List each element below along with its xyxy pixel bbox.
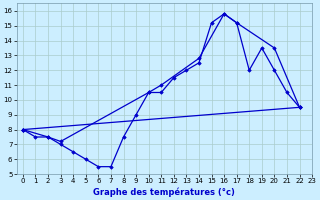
X-axis label: Graphe des températures (°c): Graphe des températures (°c): [93, 187, 235, 197]
